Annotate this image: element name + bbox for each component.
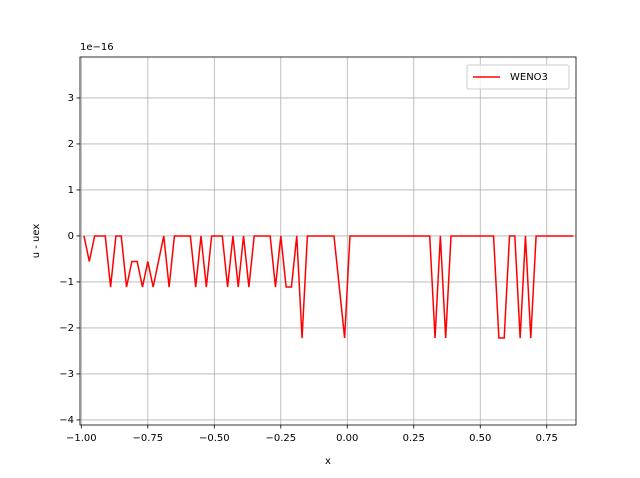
x-tick-label: 0.00 (336, 433, 358, 444)
legend-box (466, 64, 570, 90)
data-line (83, 235, 574, 339)
x-tick-label: −1.00 (66, 433, 97, 444)
y-tick-label: −1 (59, 277, 74, 288)
y-tick-label: 3 (68, 93, 74, 104)
y-tick-label: −3 (59, 369, 74, 380)
x-tick-label: −0.25 (265, 433, 296, 444)
y-offset-label: 1e−16 (80, 42, 114, 53)
x-tick-label: 0.25 (403, 433, 425, 444)
axes-frame (79, 56, 577, 426)
y-tick-label: 1 (68, 185, 74, 196)
x-tick-label: −0.50 (199, 433, 230, 444)
y-axis-label: u - uex (31, 224, 42, 259)
y-tick-label: −4 (59, 415, 74, 426)
x-axis-label: x (325, 456, 331, 467)
y-tick-label: 2 (68, 139, 74, 150)
y-tick-label: 0 (68, 231, 74, 242)
x-tick-label: 0.50 (469, 433, 491, 444)
y-tick-label: −2 (59, 323, 74, 334)
legend-label: WENO3 (510, 72, 548, 83)
x-tick-label: −0.75 (132, 433, 163, 444)
x-tick-label: 0.75 (536, 433, 558, 444)
